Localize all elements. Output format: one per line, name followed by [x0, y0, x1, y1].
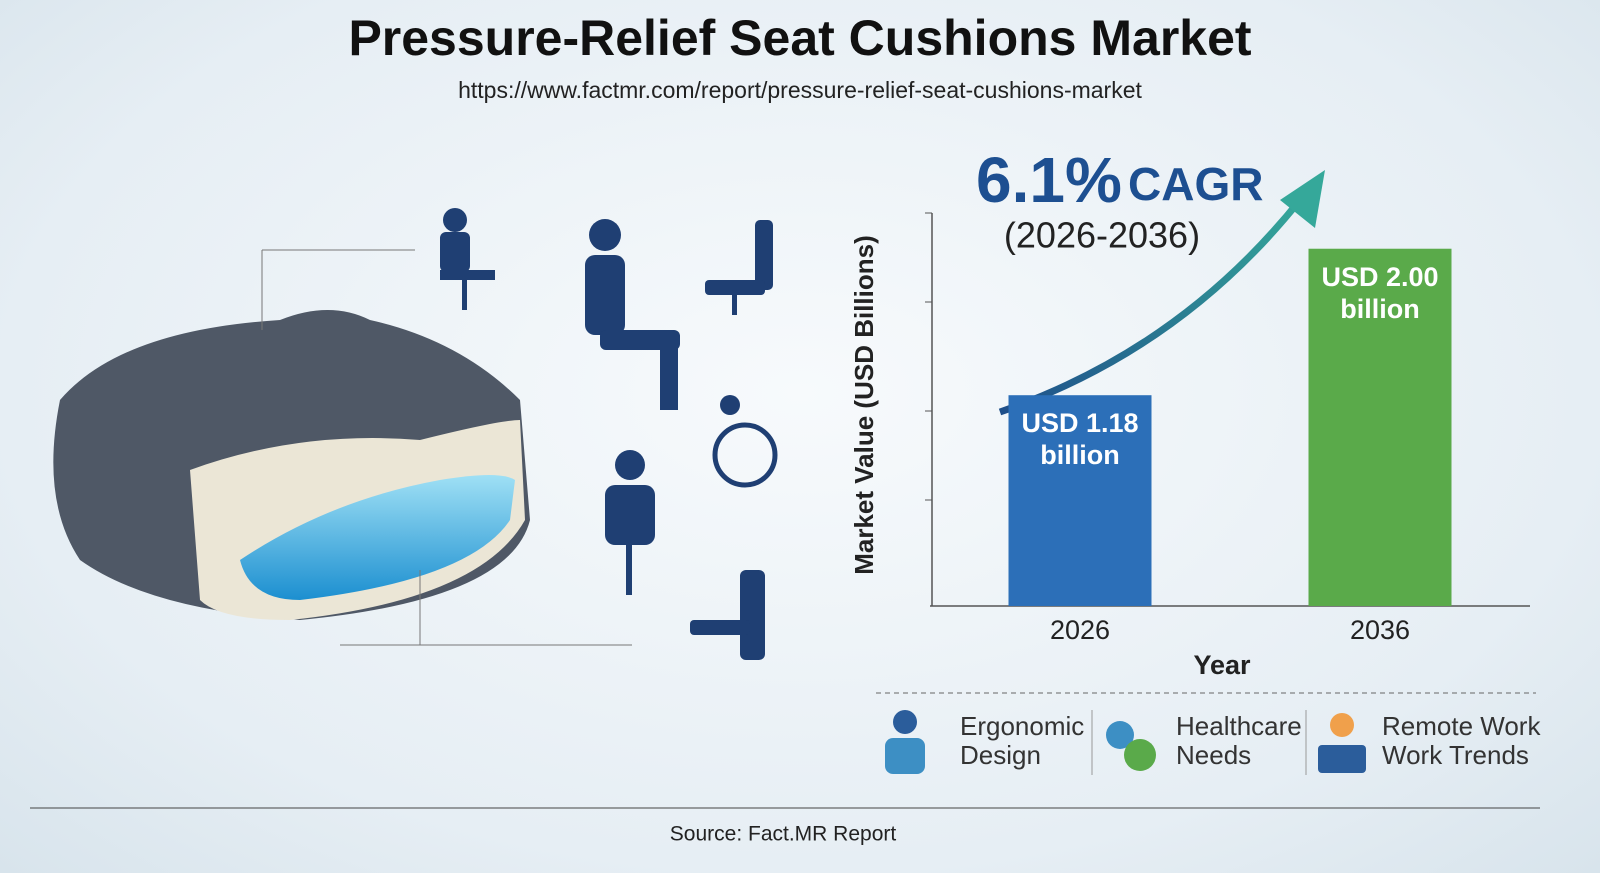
cagr-rate: 6.1% — [976, 144, 1122, 216]
cushion-illustration — [53, 249, 632, 646]
driver-text: Needs — [1176, 740, 1252, 770]
driver: Healthcare Needs — [1176, 712, 1302, 770]
x-tick-label: 2036 — [1350, 615, 1410, 645]
driver-text: Ergonomic — [960, 711, 1085, 741]
bar — [1008, 395, 1152, 606]
value-label-box: USD 2.00 billion — [1321, 261, 1439, 324]
cagr-period: (2026-2036) — [1004, 215, 1200, 256]
x-tick-label: 2026 — [1050, 615, 1110, 645]
axis-ticks — [925, 212, 932, 501]
title: Pressure-Relief Seat Cushions Market — [348, 10, 1251, 66]
value-label: USD 1.18 billion — [1021, 408, 1139, 471]
driver-text: Remote Work — [1382, 711, 1541, 741]
driver: Ergonomic Design — [960, 712, 1084, 770]
driver: Remote Work Work Trends — [1382, 712, 1540, 770]
url: https://www.factmr.com/report/pressure-r… — [458, 77, 1142, 103]
growth-arrow — [998, 197, 1303, 416]
bar — [1308, 248, 1452, 606]
driver-icons — [885, 710, 1366, 774]
source: Source: Fact.MR Report — [670, 823, 897, 846]
value-label: USD 2.00 billion — [1321, 261, 1439, 324]
value-label-box: USD 1.18 billion — [1021, 408, 1139, 471]
seating-icons — [440, 208, 778, 660]
arrow-head — [1280, 170, 1325, 228]
x-axis-title: Year — [1193, 650, 1251, 680]
y-axis-title: Market Value (USD Billions) — [849, 235, 879, 575]
driver-text: Design — [960, 740, 1041, 770]
driver-text: Healthcare — [1176, 711, 1302, 741]
driver-text: Work Trends — [1382, 740, 1529, 770]
cagr-label: CAGR — [1128, 158, 1263, 210]
